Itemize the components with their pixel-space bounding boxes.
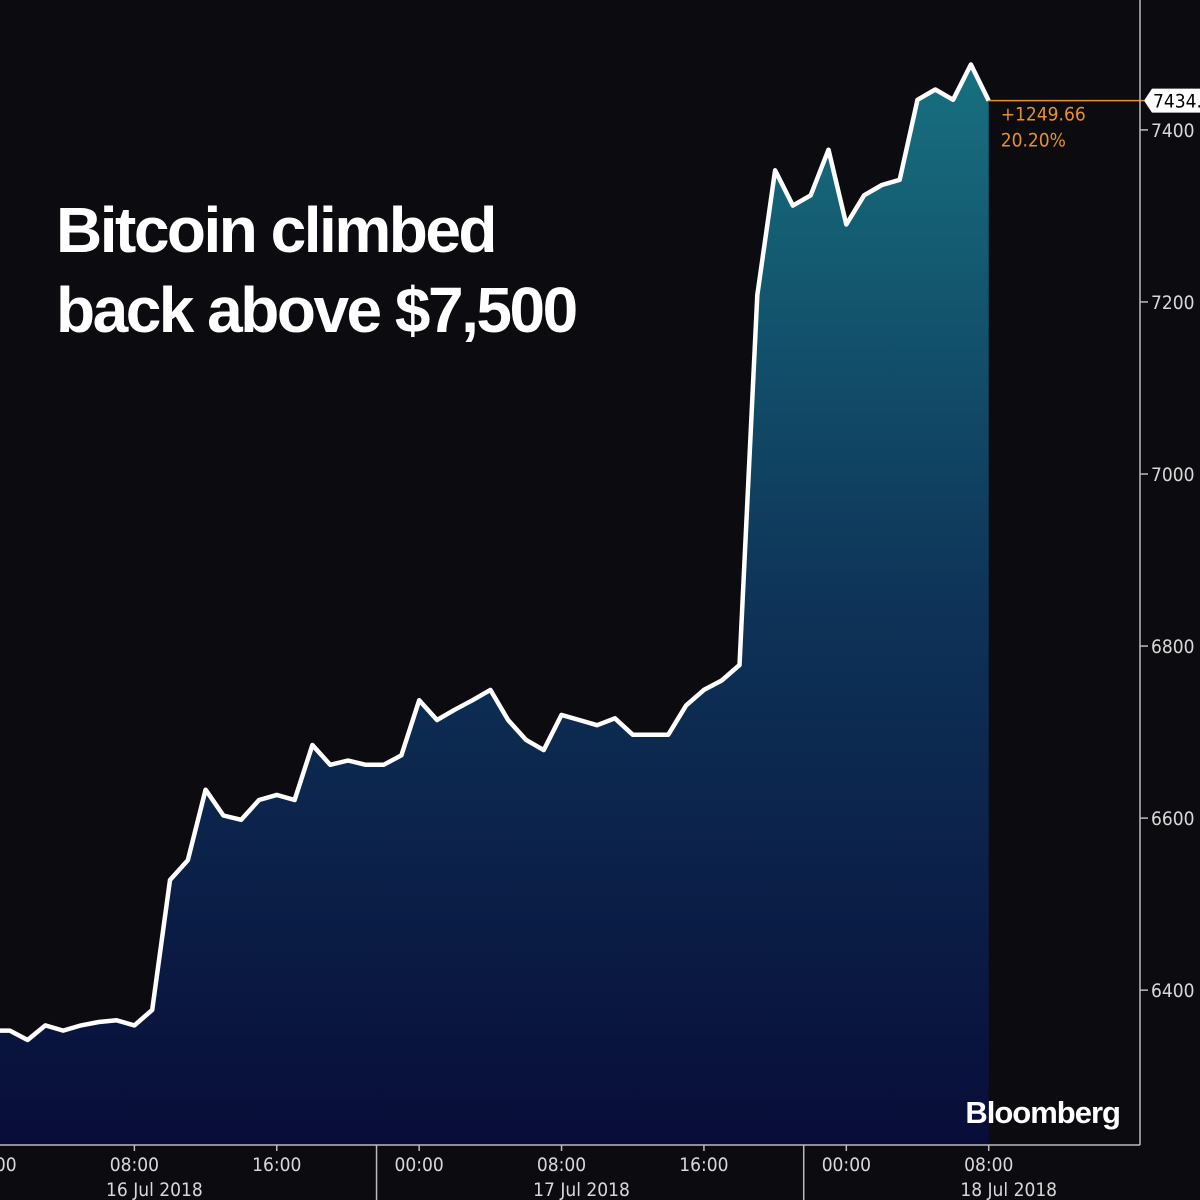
y-tick-label: 7000	[1151, 464, 1195, 486]
x-tick-label: 00:00	[395, 1154, 444, 1176]
x-tick-label: 00:00	[822, 1154, 871, 1176]
area-fill	[0, 64, 989, 1145]
x-date-label: 16 Jul 2018	[106, 1179, 203, 1200]
x-tick-label: 08:00	[110, 1154, 159, 1176]
change-label: +1249.66	[1001, 104, 1086, 126]
plot-area	[0, 62, 991, 1145]
x-date-label: 18 Jul 2018	[960, 1179, 1057, 1200]
x-date-label: 17 Jul 2018	[533, 1179, 630, 1200]
title-line: back above $7,500	[56, 274, 576, 346]
y-tick-label: 6600	[1151, 808, 1195, 830]
x-tick-label: 16:00	[252, 1154, 301, 1176]
y-tick-label: 6800	[1151, 636, 1195, 658]
x-tick-label: 08:00	[964, 1154, 1013, 1176]
x-tick-label: 16:00	[679, 1154, 728, 1176]
change-pct-label: 20.20%	[1001, 130, 1066, 152]
y-tick-label: 6400	[1151, 980, 1195, 1002]
x-tick-label: 08:00	[537, 1154, 586, 1176]
title-line: Bitcoin climbed	[56, 194, 495, 266]
y-tick-label: 7400	[1151, 120, 1195, 142]
x-tick-label: 00:00	[0, 1154, 17, 1176]
y-tick-label: 7200	[1151, 292, 1195, 314]
price-tag	[1144, 88, 1200, 113]
source-logo: Bloomberg	[965, 1095, 1120, 1130]
price-tag-label: 7434.	[1153, 91, 1200, 113]
price-line	[0, 62, 991, 1043]
